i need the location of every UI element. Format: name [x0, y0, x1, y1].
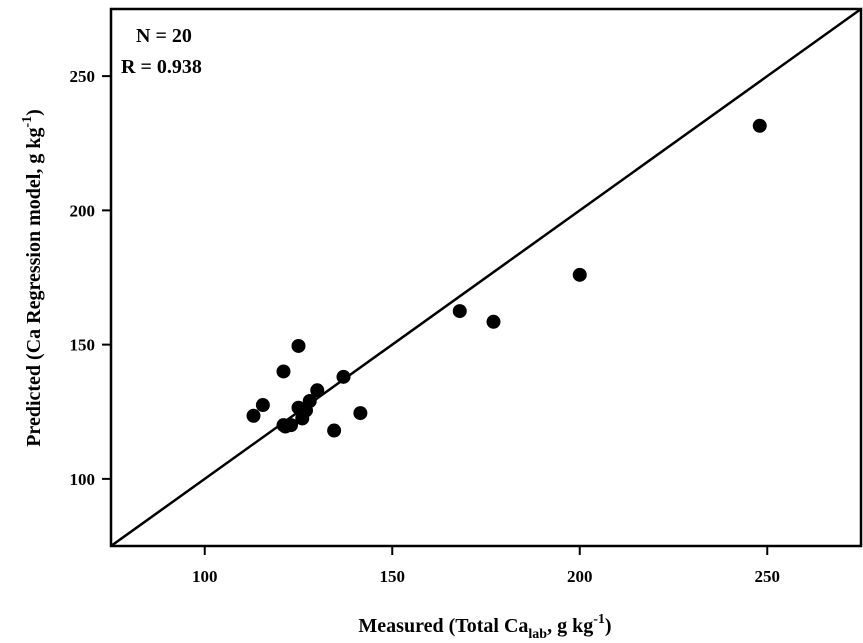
data-point: [452, 304, 467, 319]
y-axis-title-tail: ): [23, 109, 45, 116]
y-tick-label: 250: [70, 67, 96, 86]
x-tick-label: 100: [192, 567, 218, 586]
x-axis-title: Measured (Total Calab, g kg-1): [358, 612, 611, 642]
data-point: [255, 398, 270, 413]
x-axis-ticks: 100 150 200 250: [192, 546, 780, 586]
y-tick-label: 200: [70, 201, 96, 220]
x-axis-title-subscript: lab: [528, 627, 547, 642]
data-point: [291, 338, 306, 353]
y-tick-label: 150: [70, 336, 96, 355]
y-axis-title: Predicted (Ca Regression model, g kg-1): [20, 109, 45, 447]
x-tick-label: 200: [567, 567, 593, 586]
data-point: [246, 408, 261, 423]
data-point: [310, 383, 325, 398]
data-points: [246, 118, 767, 438]
plot-frame: [109, 7, 863, 548]
data-point: [284, 418, 298, 433]
y-tick-label: 100: [70, 470, 96, 489]
data-point: [327, 423, 342, 438]
y-axis-title-main: Predicted (Ca Regression model, g kg: [23, 128, 45, 447]
x-tick-label: 250: [755, 567, 781, 586]
x-axis-title-mid: , g kg: [547, 615, 593, 637]
data-point: [276, 364, 291, 379]
n-annotation: N = 20: [136, 25, 192, 47]
one-to-one-line: [110, 7, 862, 548]
x-tick-label: 150: [380, 567, 406, 586]
data-point: [752, 118, 767, 133]
x-axis-title-main: Measured (Total Ca: [358, 615, 528, 637]
data-point: [336, 369, 351, 384]
data-point: [353, 406, 368, 421]
y-axis-title-superscript: -1: [20, 116, 35, 128]
x-axis-title-superscript: -1: [593, 612, 605, 627]
y-axis-ticks: 100 150 200 250: [70, 67, 111, 489]
data-point: [572, 267, 587, 282]
x-axis-title-tail: ): [605, 615, 612, 637]
data-point: [486, 314, 501, 329]
data-point: [302, 394, 317, 409]
r-annotation: R = 0.938: [121, 56, 202, 78]
